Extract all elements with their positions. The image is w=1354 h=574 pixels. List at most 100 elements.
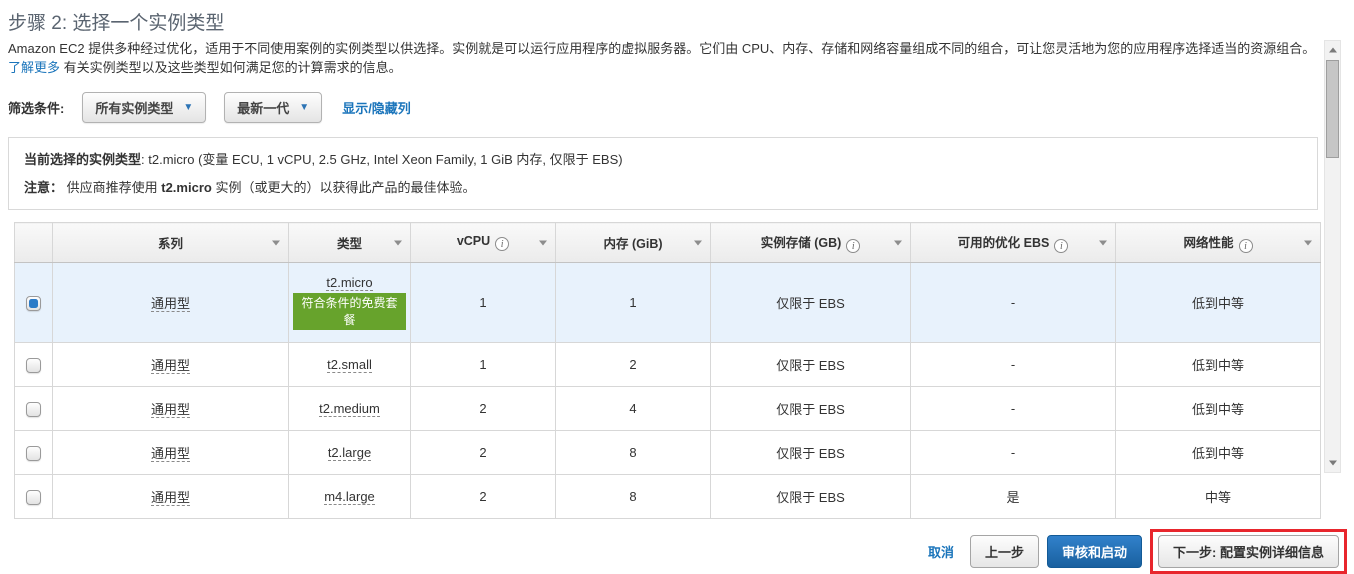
header-memory[interactable]: 内存 (GiB) bbox=[555, 222, 711, 264]
cell-vcpu: 1 bbox=[410, 342, 556, 388]
type-link[interactable]: t2.small bbox=[327, 357, 372, 374]
previous-button[interactable]: 上一步 bbox=[970, 535, 1040, 569]
table-row[interactable]: 通用型 t2.small 1 2 仅限于 EBS - 低到中等 bbox=[14, 342, 1321, 388]
header-type[interactable]: 类型 bbox=[288, 222, 411, 264]
annotation-highlight-box: 下一步: 配置实例详细信息 bbox=[1150, 529, 1347, 574]
review-and-launch-button[interactable]: 审核和启动 bbox=[1047, 535, 1143, 569]
cell-storage: 仅限于 EBS bbox=[710, 386, 911, 432]
table-header-row: 系列 类型 vCPU i 内存 (GiB) 实例存储 (GB) i 可用的优化 EB… bbox=[14, 222, 1321, 264]
sort-icon[interactable] bbox=[694, 240, 702, 246]
learn-more-link[interactable]: 了解更多 bbox=[8, 60, 61, 76]
table-row[interactable]: 通用型 t2.medium 2 4 仅限于 EBS - 低到中等 bbox=[14, 386, 1321, 432]
info-icon[interactable]: i bbox=[1238, 239, 1253, 254]
cell-ebs-optimized: - bbox=[910, 386, 1116, 432]
cell-ebs-optimized: 是 bbox=[910, 474, 1116, 520]
scroll-up-icon[interactable] bbox=[1325, 42, 1340, 58]
cell-memory: 4 bbox=[555, 386, 711, 432]
header-vcpu[interactable]: vCPU i bbox=[410, 222, 556, 264]
header-family[interactable]: 系列 bbox=[52, 222, 289, 264]
cell-storage: 仅限于 EBS bbox=[710, 342, 911, 388]
wizard-footer: 取消 上一步 审核和启动 下一步: 配置实例详细信息 bbox=[8, 529, 1347, 574]
type-link[interactable]: t2.micro bbox=[326, 275, 373, 292]
scrollbar-thumb[interactable] bbox=[1326, 60, 1339, 158]
next-configure-details-button[interactable]: 下一步: 配置实例详细信息 bbox=[1158, 535, 1339, 569]
table-row[interactable]: 通用型 t2.large 2 8 仅限于 EBS - 低到中等 bbox=[14, 430, 1321, 476]
table-row[interactable]: 通用型 m4.large 2 8 仅限于 EBS 是中等 bbox=[14, 474, 1321, 520]
selection-info-box: 当前选择的实例类型: t2.micro (变量 ECU, 1 vCPU, 2.5… bbox=[8, 137, 1318, 211]
type-link[interactable]: t2.medium bbox=[319, 401, 380, 418]
cell-network: 低到中等 bbox=[1115, 262, 1321, 344]
info-icon[interactable]: i bbox=[846, 239, 861, 254]
note-label: 注意： bbox=[24, 180, 64, 196]
cell-network: 中等 bbox=[1115, 474, 1321, 520]
row-checkbox[interactable] bbox=[26, 358, 41, 373]
header-ebs-optimized[interactable]: 可用的优化 EBS i bbox=[910, 222, 1116, 264]
filter-label: 筛选条件: bbox=[8, 101, 65, 117]
cell-family: 通用型 bbox=[52, 386, 289, 432]
cell-type: t2.micro 符合条件的免费套餐 bbox=[288, 262, 411, 344]
cell-memory: 8 bbox=[555, 474, 711, 520]
show-hide-columns-link[interactable]: 显示/隐藏列 bbox=[342, 101, 411, 117]
scroll-down-icon[interactable] bbox=[1325, 455, 1340, 471]
family-link[interactable]: 通用型 bbox=[150, 296, 190, 313]
cell-type: t2.small bbox=[288, 342, 411, 388]
family-link[interactable]: 通用型 bbox=[150, 358, 190, 375]
cell-storage: 仅限于 EBS bbox=[710, 430, 911, 476]
cell-memory: 1 bbox=[555, 262, 711, 344]
cell-select bbox=[14, 430, 53, 476]
header-family-label: 系列 bbox=[157, 237, 183, 252]
chevron-down-icon: ▼ bbox=[183, 102, 194, 114]
sort-icon[interactable] bbox=[539, 240, 547, 246]
row-checkbox[interactable] bbox=[26, 296, 41, 311]
table-row[interactable]: 通用型 t2.micro 符合条件的免费套餐 1 1 仅限于 EBS - 低到中等 bbox=[14, 262, 1321, 344]
cell-family: 通用型 bbox=[52, 342, 289, 388]
cell-family: 通用型 bbox=[52, 262, 289, 344]
header-network[interactable]: 网络性能 i bbox=[1115, 222, 1321, 264]
sort-icon[interactable] bbox=[1304, 240, 1312, 246]
family-link[interactable]: 通用型 bbox=[150, 446, 190, 463]
family-link[interactable]: 通用型 bbox=[150, 402, 190, 419]
free-tier-badge: 符合条件的免费套餐 bbox=[293, 293, 406, 331]
cell-vcpu: 2 bbox=[410, 430, 556, 476]
page-title: 步骤 2: 选择一个实例类型 bbox=[8, 13, 225, 34]
cell-type: t2.large bbox=[288, 430, 411, 476]
cancel-link[interactable]: 取消 bbox=[928, 545, 955, 561]
cell-network: 低到中等 bbox=[1115, 342, 1321, 388]
cell-memory: 8 bbox=[555, 430, 711, 476]
row-checkbox[interactable] bbox=[26, 446, 41, 461]
cell-type: t2.medium bbox=[288, 386, 411, 432]
page-description: Amazon EC2 提供多种经过优化，适用于不同使用案例的实例类型以供选择。实… bbox=[8, 39, 1316, 77]
current-selection-label: 当前选择的实例类型 bbox=[24, 152, 142, 168]
row-checkbox[interactable] bbox=[26, 490, 41, 505]
instance-type-filter-dropdown[interactable]: 所有实例类型 ▼ bbox=[82, 92, 207, 124]
family-link[interactable]: 通用型 bbox=[150, 490, 190, 507]
instance-table-rows: 通用型 t2.micro 符合条件的免费套餐 1 1 仅限于 EBS - 低到中等 通用型 t2.… bbox=[14, 262, 1321, 520]
cell-select bbox=[14, 262, 53, 344]
header-storage[interactable]: 实例存储 (GB) i bbox=[710, 222, 911, 264]
cell-memory: 2 bbox=[555, 342, 711, 388]
type-link[interactable]: t2.large bbox=[327, 445, 372, 462]
note-suffix: 实例（或更大的）以获得此产品的最佳体验。 bbox=[211, 180, 476, 196]
info-icon[interactable]: i bbox=[495, 237, 510, 252]
type-link[interactable]: m4.large bbox=[324, 489, 375, 506]
cell-select bbox=[14, 342, 53, 388]
header-network-label: 网络性能 bbox=[1183, 236, 1234, 251]
sort-icon[interactable] bbox=[1099, 240, 1107, 246]
generation-filter-dropdown[interactable]: 最新一代 ▼ bbox=[224, 92, 323, 124]
cell-network: 低到中等 bbox=[1115, 430, 1321, 476]
cell-family: 通用型 bbox=[52, 430, 289, 476]
cell-vcpu: 2 bbox=[410, 386, 556, 432]
sort-icon[interactable] bbox=[394, 240, 402, 246]
vertical-scrollbar[interactable] bbox=[1324, 40, 1341, 473]
sort-icon[interactable] bbox=[894, 240, 902, 246]
note-prefix: 供应商推荐使用 bbox=[63, 180, 162, 196]
row-checkbox[interactable] bbox=[26, 402, 41, 417]
sort-icon[interactable] bbox=[272, 240, 280, 246]
cell-storage: 仅限于 EBS bbox=[710, 474, 911, 520]
info-icon[interactable]: i bbox=[1054, 239, 1069, 254]
current-selection-line: 当前选择的实例类型: t2.micro (变量 ECU, 1 vCPU, 2.5… bbox=[24, 149, 1302, 168]
cell-ebs-optimized: - bbox=[910, 430, 1116, 476]
vendor-note-line: 注意： 供应商推荐使用 t2.micro 实例（或更大的）以获得此产品的最佳体验… bbox=[24, 177, 1302, 196]
header-type-label: 类型 bbox=[336, 237, 362, 252]
